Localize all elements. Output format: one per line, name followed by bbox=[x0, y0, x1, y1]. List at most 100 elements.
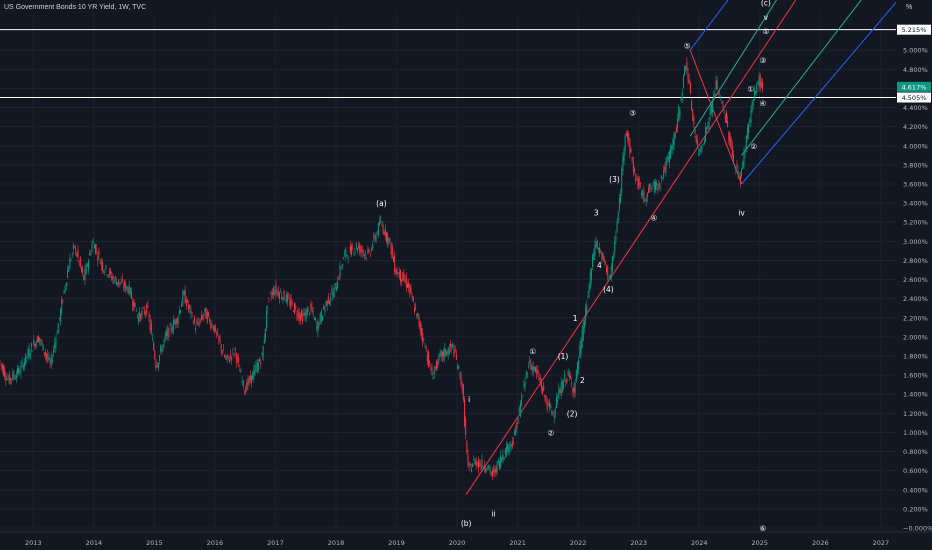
candle-body bbox=[566, 378, 568, 382]
candle-body bbox=[505, 446, 507, 456]
wave-label: ④ bbox=[759, 99, 766, 108]
candle-body bbox=[99, 263, 101, 264]
y-tick-label: 5.000% bbox=[903, 47, 928, 55]
candle-body bbox=[745, 135, 747, 148]
candle-body bbox=[361, 246, 363, 253]
candle-body bbox=[465, 418, 467, 436]
candle-body bbox=[511, 441, 513, 447]
candle-body bbox=[259, 358, 261, 362]
candle-body bbox=[581, 329, 583, 348]
wave-label: (c) bbox=[761, 0, 771, 7]
candle-body bbox=[212, 327, 214, 330]
candle-body bbox=[515, 427, 517, 436]
candle-body bbox=[28, 347, 30, 358]
candle-body bbox=[192, 322, 194, 324]
candle-body bbox=[34, 343, 36, 348]
candle-body bbox=[724, 114, 726, 123]
candle-body bbox=[427, 351, 429, 367]
candle-body bbox=[536, 369, 538, 374]
candle-body bbox=[60, 309, 62, 322]
candle-body bbox=[317, 320, 319, 333]
candle-body bbox=[243, 391, 245, 393]
candle-body bbox=[312, 311, 314, 313]
candle-body bbox=[85, 264, 87, 275]
candle-body bbox=[720, 96, 722, 98]
candle-body bbox=[394, 255, 396, 273]
candle-body bbox=[611, 256, 613, 271]
candle-body bbox=[543, 385, 545, 391]
candle-body bbox=[610, 266, 612, 279]
candle-body bbox=[366, 257, 368, 259]
candle-body bbox=[209, 319, 211, 322]
candle-body bbox=[589, 272, 591, 289]
candle-body bbox=[437, 360, 439, 368]
candle-body bbox=[247, 379, 249, 385]
candle-body bbox=[225, 357, 227, 359]
candle-body bbox=[320, 310, 322, 323]
y-tick-label: 3.800% bbox=[903, 161, 928, 169]
candle-body bbox=[351, 245, 353, 256]
candle-body bbox=[295, 305, 297, 309]
candle-body bbox=[62, 300, 64, 302]
wave-label: v bbox=[764, 13, 769, 22]
candle-body bbox=[11, 378, 13, 380]
candle-body bbox=[54, 342, 56, 349]
candle-body bbox=[294, 303, 296, 314]
candle-body bbox=[135, 311, 137, 312]
candle-body bbox=[133, 299, 135, 311]
candle-body bbox=[249, 375, 251, 381]
wave-label: (1) bbox=[558, 352, 569, 361]
candle-body bbox=[721, 101, 723, 104]
x-tick-label: 2022 bbox=[570, 539, 587, 547]
candle-body bbox=[445, 349, 447, 355]
candle-body bbox=[628, 133, 630, 142]
candle-body bbox=[573, 386, 575, 394]
x-tick-label: 2021 bbox=[509, 539, 526, 547]
candle-body bbox=[484, 469, 486, 471]
candle-body bbox=[276, 290, 278, 292]
candle-body bbox=[583, 320, 585, 328]
candle-body bbox=[702, 144, 704, 146]
price-axis[interactable]: 5.000%4.800%4.600%4.400%4.200%4.000%3.80… bbox=[896, 0, 932, 550]
candle-body bbox=[114, 276, 116, 279]
candle-body bbox=[497, 460, 499, 463]
candle-body bbox=[420, 328, 422, 335]
candle-body bbox=[706, 127, 708, 129]
candle-body bbox=[446, 351, 448, 356]
time-axis[interactable]: 2013 2014 2015 2016 2017 2018 2019 2020 2021 2022… bbox=[0, 531, 932, 547]
candle-body bbox=[491, 470, 493, 477]
candle-body bbox=[67, 270, 69, 278]
candle-body bbox=[686, 61, 688, 71]
pitchfork-inner_upper-line bbox=[689, 0, 778, 137]
candle-body bbox=[318, 323, 320, 326]
candle-body bbox=[557, 399, 559, 402]
chart-grid bbox=[0, 12, 896, 529]
wave-label: (4) bbox=[603, 285, 614, 294]
candle-body bbox=[41, 340, 43, 345]
candle-body bbox=[375, 234, 377, 242]
wave-label: (3) bbox=[609, 175, 620, 184]
candle-body bbox=[495, 467, 497, 474]
y-tick-label: 2.000% bbox=[903, 333, 928, 341]
candle-body bbox=[207, 311, 209, 316]
candle-body bbox=[684, 65, 686, 76]
candle-body bbox=[56, 333, 58, 335]
candle-body bbox=[165, 332, 167, 337]
candle-body bbox=[553, 414, 555, 418]
candle-body bbox=[146, 304, 148, 315]
wave-label: ④ bbox=[650, 213, 657, 222]
candle-body bbox=[9, 378, 11, 380]
candle-body bbox=[8, 373, 10, 384]
x-tick-label: 2023 bbox=[630, 539, 647, 547]
candle-body bbox=[170, 326, 172, 331]
candle-body bbox=[330, 298, 332, 302]
candle-body bbox=[275, 284, 277, 294]
wave-label: ① bbox=[747, 84, 754, 93]
candle-body bbox=[311, 307, 313, 312]
candle-body bbox=[282, 297, 284, 301]
candle-body bbox=[362, 250, 364, 254]
candle-body bbox=[127, 289, 129, 294]
candle-body bbox=[129, 288, 131, 293]
candle-body bbox=[373, 235, 375, 238]
